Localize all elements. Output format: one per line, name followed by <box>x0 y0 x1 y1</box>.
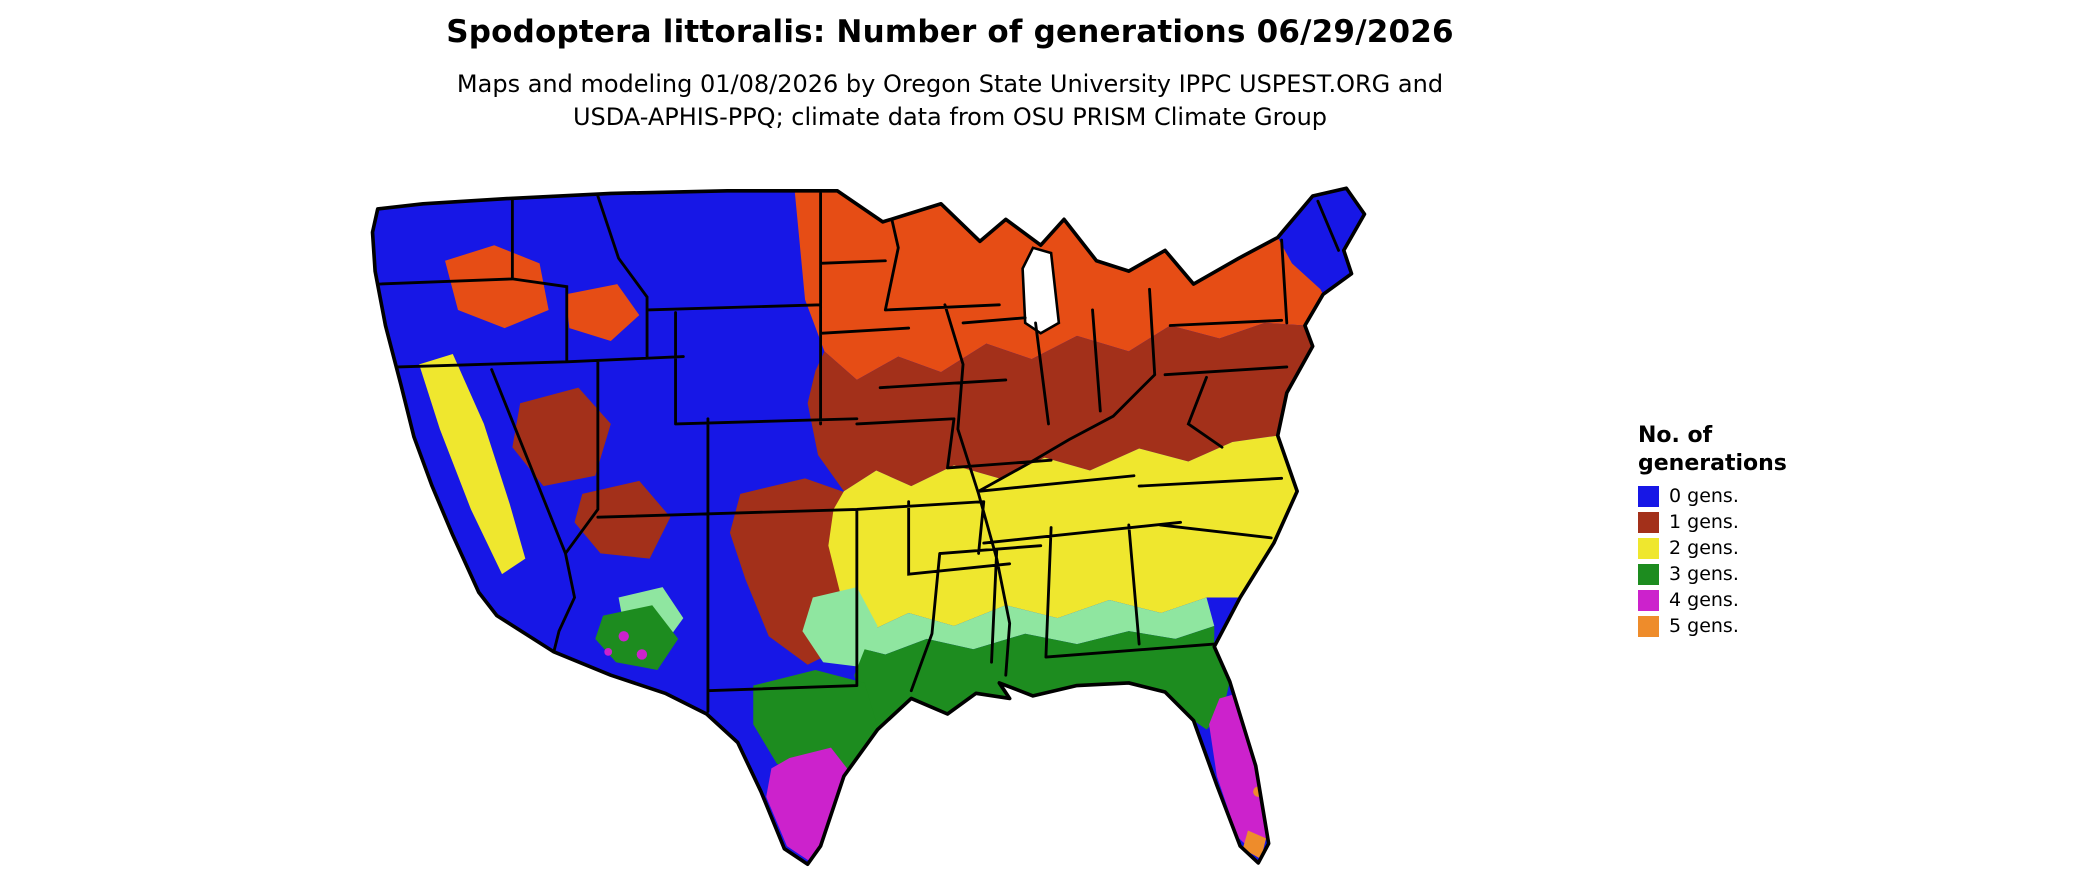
map-patch-1-gen-great-basin-1 <box>512 387 611 487</box>
legend-swatch-4-gens <box>1638 590 1659 611</box>
subtitle: Maps and modeling 01/08/2026 by Oregon S… <box>0 68 1900 134</box>
map-region-4-gens-florida <box>1209 693 1267 854</box>
us-map-svg <box>370 186 1367 867</box>
subtitle-line-1: Maps and modeling 01/08/2026 by Oregon S… <box>456 70 1444 98</box>
lake-michigan <box>1021 246 1061 335</box>
legend-title: No. of generations <box>1638 422 1838 478</box>
map-speck-4-gens-arizona-2 <box>636 649 648 660</box>
legend-row: 0 gens. <box>1638 486 1838 507</box>
legend-row: 3 gens. <box>1638 564 1838 585</box>
state-borders <box>376 189 1341 713</box>
map-patch-transition-nw-1 <box>445 245 549 329</box>
legend-row: 1 gens. <box>1638 512 1838 533</box>
map-patch-2-gens-california <box>419 354 526 575</box>
legend-swatch-1-gens <box>1638 512 1659 533</box>
map-region-1-gen <box>807 322 1313 492</box>
map-region-4-gens-south-texas <box>766 747 850 862</box>
us-generations-map <box>300 168 1595 878</box>
legend-swatch-0-gens <box>1638 486 1659 507</box>
legend-label-3-gens: 3 gens. <box>1669 563 1739 585</box>
subtitle-line-2: USDA-APHIS-PPQ; climate data from OSU PR… <box>572 103 1328 131</box>
map-region-3-gens <box>854 625 1230 730</box>
map-speck-4-gens-arizona-1 <box>618 631 629 642</box>
legend-swatch-2-gens <box>1638 538 1659 559</box>
legend-label-4-gens: 4 gens. <box>1669 589 1739 611</box>
legend-label-1-gens: 1 gens. <box>1669 511 1739 533</box>
map-speck-4-gens-arizona-3 <box>604 647 613 656</box>
legend-label-5-gens: 5 gens. <box>1669 615 1739 637</box>
legend-row: 5 gens. <box>1638 616 1838 637</box>
map-region-transition-band <box>794 190 1324 380</box>
map-patch-3-gens-arizona <box>595 605 679 670</box>
legend-row: 2 gens. <box>1638 538 1838 559</box>
map-region-light-green-band <box>864 597 1215 655</box>
legend: No. of generations 0 gens. 1 gens. 2 gen… <box>1638 422 1838 642</box>
page-title: Spodoptera littoralis: Number of generat… <box>446 14 1454 50</box>
legend-label-0-gens: 0 gens. <box>1669 485 1739 507</box>
header: Spodoptera littoralis: Number of generat… <box>0 14 1900 134</box>
legend-label-2-gens: 2 gens. <box>1669 537 1739 559</box>
map-patch-transition-nw-2 <box>565 284 640 342</box>
legend-title-line-1: No. of <box>1638 423 1713 448</box>
us-outline <box>370 186 1367 867</box>
legend-row: 4 gens. <box>1638 590 1838 611</box>
map-patch-3-gens-texas <box>753 669 878 790</box>
legend-swatch-5-gens <box>1638 616 1659 637</box>
legend-title-line-2: generations <box>1638 451 1787 476</box>
legend-swatch-3-gens <box>1638 564 1659 585</box>
map-patch-light-green-texas <box>802 587 878 668</box>
